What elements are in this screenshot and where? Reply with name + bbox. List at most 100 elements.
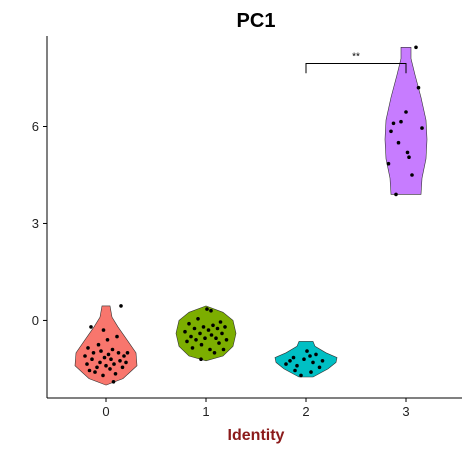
- point-3-11: [420, 126, 424, 130]
- point-0-14: [104, 363, 108, 368]
- point-1-4: [190, 346, 195, 350]
- y-tick-label-0: 0: [32, 313, 39, 328]
- point-0-22: [115, 334, 119, 339]
- violin-0: [74, 305, 138, 386]
- point-3-8: [410, 173, 414, 177]
- violin-2: [274, 341, 338, 378]
- point-1-11: [203, 336, 207, 341]
- point-3-7: [407, 155, 411, 159]
- point-1-15: [209, 333, 214, 337]
- point-2-11: [320, 359, 325, 363]
- point-1-2: [187, 321, 191, 326]
- point-0-10: [98, 360, 102, 365]
- point-1-9: [199, 342, 204, 347]
- point-0-9: [96, 342, 101, 347]
- point-0-27: [122, 354, 126, 358]
- axes-layer: [46, 36, 462, 399]
- point-1-14: [208, 347, 212, 352]
- point-2-7: [308, 354, 312, 358]
- y-tick-label-6: 6: [32, 119, 39, 134]
- point-2-6: [305, 349, 309, 353]
- point-3-6: [405, 150, 410, 155]
- point-1-21: [218, 320, 223, 324]
- point-0-30: [101, 328, 106, 332]
- significance-bracket: [305, 63, 407, 74]
- point-0-11: [99, 349, 103, 353]
- x-ticks: 0 1 2 3: [102, 398, 410, 419]
- point-1-23: [221, 347, 226, 352]
- x-tick-label-3: 3: [402, 404, 409, 419]
- point-0-17: [108, 367, 112, 371]
- point-0-25: [119, 304, 123, 308]
- x-tick-label-1: 1: [202, 404, 209, 419]
- violins-layer: [74, 47, 428, 386]
- point-1-7: [196, 317, 200, 321]
- point-1-1: [185, 339, 189, 344]
- point-2-9: [314, 352, 318, 357]
- y-ticks: 0 3 6: [32, 119, 47, 328]
- point-0-20: [112, 362, 116, 366]
- point-2-8: [311, 360, 315, 365]
- point-0-19: [110, 347, 115, 352]
- point-2-3: [295, 363, 299, 368]
- point-2-0: [284, 362, 288, 366]
- point-0-5: [90, 357, 94, 362]
- point-1-18: [214, 336, 218, 341]
- point-1-24: [223, 325, 227, 329]
- point-1-22: [220, 331, 224, 336]
- significance-annotation: **: [305, 51, 407, 74]
- chart-title: PC1: [237, 10, 276, 32]
- point-0-7: [93, 370, 97, 374]
- point-0-16: [106, 352, 111, 357]
- point-1-25: [224, 338, 229, 342]
- point-0-26: [120, 365, 125, 370]
- point-2-12: [293, 368, 297, 373]
- point-0-15: [105, 338, 110, 342]
- point-3-1: [389, 129, 393, 134]
- point-0-4: [89, 325, 93, 329]
- point-1-20: [217, 341, 221, 345]
- point-0-2: [86, 346, 90, 350]
- y-tick-label-3: 3: [32, 216, 39, 231]
- point-0-29: [125, 351, 130, 355]
- point-1-17: [212, 351, 217, 355]
- point-1-8: [198, 331, 202, 336]
- point-0-18: [109, 357, 113, 362]
- point-2-4: [299, 373, 303, 378]
- point-1-5: [192, 326, 197, 331]
- point-1-27: [209, 308, 213, 313]
- point-1-26: [199, 357, 203, 362]
- point-2-2: [291, 355, 296, 360]
- x-tick-label-2: 2: [302, 404, 309, 419]
- point-1-13: [206, 328, 211, 332]
- point-3-12: [396, 140, 401, 145]
- violin-3: [384, 47, 428, 195]
- point-2-5: [302, 357, 306, 362]
- point-2-13: [309, 370, 313, 374]
- point-1-0: [183, 329, 187, 334]
- point-3-5: [404, 110, 408, 114]
- point-0-31: [111, 380, 116, 384]
- point-0-1: [85, 362, 89, 366]
- point-0-12: [101, 373, 105, 378]
- point-0-21: [113, 372, 118, 376]
- point-1-10: [201, 325, 206, 329]
- point-0-28: [124, 360, 128, 365]
- point-0-0: [83, 354, 87, 358]
- point-3-2: [391, 121, 396, 126]
- point-2-1: [288, 359, 292, 363]
- point-1-19: [215, 326, 220, 331]
- point-1-6: [194, 338, 198, 342]
- point-1-16: [211, 323, 215, 328]
- point-3-3: [394, 192, 398, 197]
- point-3-9: [414, 45, 418, 50]
- point-0-3: [87, 368, 92, 373]
- point-0-24: [118, 359, 122, 363]
- point-3-4: [399, 119, 403, 124]
- point-3-0: [386, 161, 391, 166]
- x-axis-title: Identity: [228, 427, 285, 444]
- point-2-10: [317, 365, 322, 370]
- point-3-10: [416, 85, 421, 90]
- point-0-23: [116, 351, 121, 355]
